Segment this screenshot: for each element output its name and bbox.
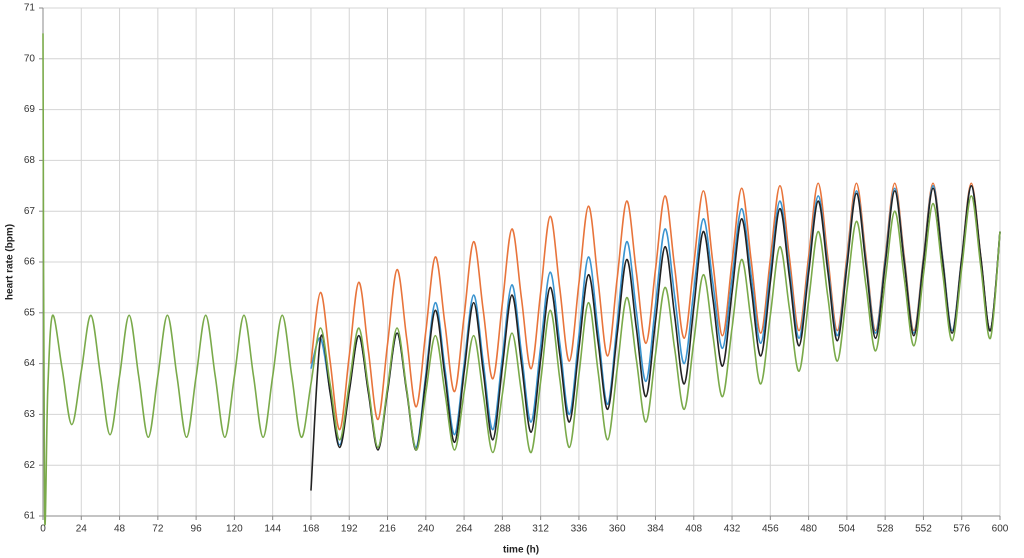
x-tick-label: 192 — [341, 524, 358, 535]
x-tick-label: 312 — [532, 524, 549, 535]
x-tick-label: 600 — [992, 524, 1009, 535]
x-tick-label: 384 — [647, 524, 664, 535]
x-tick-label: 456 — [762, 524, 779, 535]
x-axis-title: time (h) — [503, 545, 539, 556]
x-tick-label: 216 — [379, 524, 396, 535]
y-tick-label: 64 — [24, 358, 36, 369]
x-tick-label: 0 — [40, 524, 46, 535]
x-tick-label: 432 — [724, 524, 741, 535]
x-tick-label: 72 — [152, 524, 164, 535]
x-tick-label: 96 — [191, 524, 203, 535]
x-tick-label: 480 — [800, 524, 817, 535]
y-tick-label: 71 — [24, 3, 36, 14]
y-tick-label: 62 — [24, 460, 36, 471]
x-tick-label: 48 — [114, 524, 126, 535]
x-tick-label: 528 — [877, 524, 894, 535]
y-tick-label: 70 — [24, 53, 36, 64]
x-tick-label: 504 — [839, 524, 856, 535]
x-tick-label: 144 — [264, 524, 281, 535]
line-series — [310, 184, 1001, 491]
line-series — [42, 33, 1001, 526]
y-axis-title: heart rate (bpm) — [5, 224, 16, 300]
y-tick-label: 68 — [24, 155, 36, 166]
y-tick-label: 69 — [24, 104, 36, 115]
x-tick-label: 288 — [494, 524, 511, 535]
x-tick-label: 120 — [226, 524, 243, 535]
y-tick-label: 65 — [24, 307, 36, 318]
x-tick-label: 336 — [571, 524, 588, 535]
x-tick-label: 360 — [609, 524, 626, 535]
x-tick-label: 168 — [303, 524, 320, 535]
x-tick-label: 24 — [76, 524, 88, 535]
x-tick-label: 576 — [953, 524, 970, 535]
x-tick-label: 264 — [456, 524, 473, 535]
x-tick-label: 240 — [417, 524, 434, 535]
x-tick-label: 552 — [915, 524, 932, 535]
x-tick-label: 408 — [685, 524, 702, 535]
y-tick-label: 67 — [24, 206, 36, 217]
y-tick-label: 66 — [24, 257, 36, 268]
y-tick-label: 61 — [24, 511, 36, 522]
y-tick-label: 63 — [24, 409, 36, 420]
